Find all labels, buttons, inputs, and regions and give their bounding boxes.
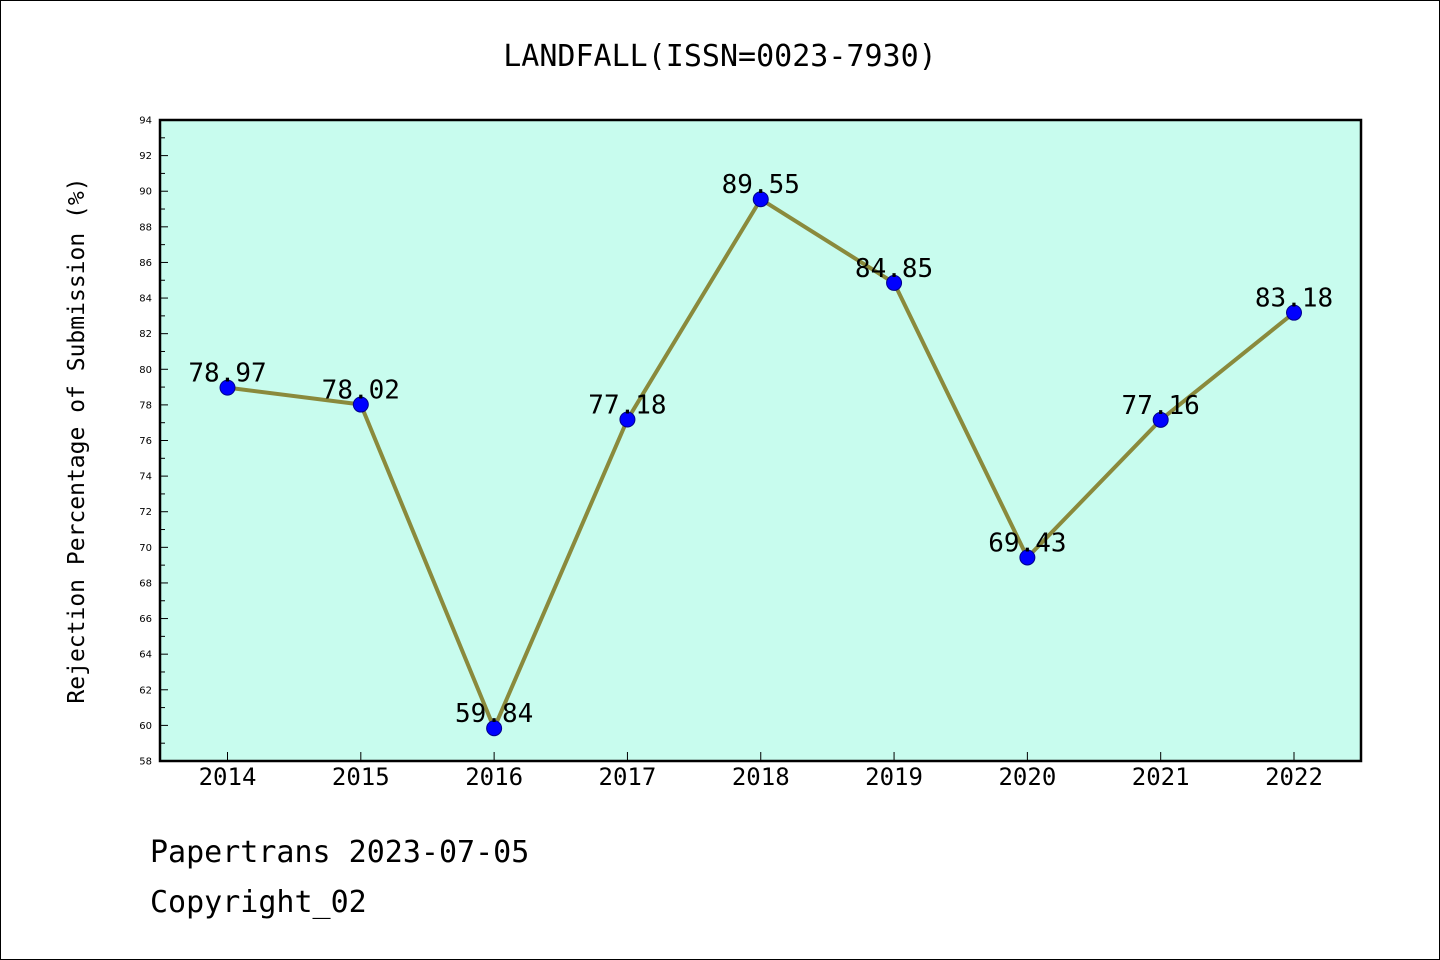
plot-area [160,120,1361,761]
x-axis-ticks: 2014 2015 2016 2017 2018 2019 2020 2021 2022 [199,752,1323,791]
y-tick-label: 82 [139,329,152,340]
y-tick-label: 84 [139,294,152,305]
x-tick-label: 2019 [865,763,923,791]
data-point [752,191,769,208]
y-tick-label: 66 [139,614,152,625]
data-label: 59.84 [455,699,533,729]
series-layer: 78.97 78.02 59.84 77.18 89.55 84.85 69.43 77.16… [188,170,1333,737]
x-tick-label: 2020 [998,763,1056,791]
y-tick-label: 62 [139,685,152,696]
data-label: 78.97 [188,359,266,389]
x-tick-label: 2014 [199,763,257,791]
y-tick-label: 72 [139,507,152,518]
data-point [886,274,903,291]
data-point [619,411,636,428]
data-point [352,396,369,413]
x-tick-label: 2021 [1132,763,1190,791]
y-tick-label: 70 [139,543,152,554]
y-tick-label: 78 [139,400,152,411]
x-tick-label: 2016 [465,763,523,791]
y-tick-label: 68 [139,578,152,589]
data-label: 77.16 [1122,391,1200,421]
x-tick-label: 2017 [599,763,657,791]
data-label: 84.85 [855,254,933,284]
y-tick-label: 86 [139,258,152,269]
x-tick-label: 2015 [332,763,390,791]
plot-border [158,118,1363,763]
y-tick-label: 64 [139,650,152,661]
y-tick-label: 90 [139,187,152,198]
x-tick-label: 2018 [732,763,790,791]
data-label: 69.43 [988,528,1066,558]
y-tick-label: 92 [139,151,152,162]
data-point [486,720,503,737]
data-label: 83.18 [1255,284,1333,314]
data-label: 78.02 [322,376,400,406]
data-label: 77.18 [588,390,666,420]
y-tick-label: 58 [139,757,152,768]
data-point [1286,304,1302,321]
y-tick-label: 80 [139,365,152,376]
y-tick-label: 76 [139,436,152,447]
x-tick-label: 2022 [1265,763,1323,791]
data-label: 89.55 [722,170,800,200]
y-tick-label: 74 [139,472,152,483]
copyright-notice: Copyright_02 [150,885,367,920]
data-point [1152,411,1169,428]
y-tick-label: 94 [139,116,152,127]
y-axis-label: Rejection Percentage of Submission (%) [64,177,90,703]
y-tick-label: 88 [139,222,152,233]
data-point [1019,549,1036,566]
source-stamp: Papertrans 2023-07-05 [150,835,530,870]
y-axis-ticks: 58 60 62 64 66 68 70 72 74 76 78 80 82 84 86 88 90 92 94 [139,116,168,768]
data-point [219,379,236,396]
chart-title: LANDFALL(ISSN=0023-7930) [503,39,936,74]
y-tick-label: 60 [139,721,152,732]
